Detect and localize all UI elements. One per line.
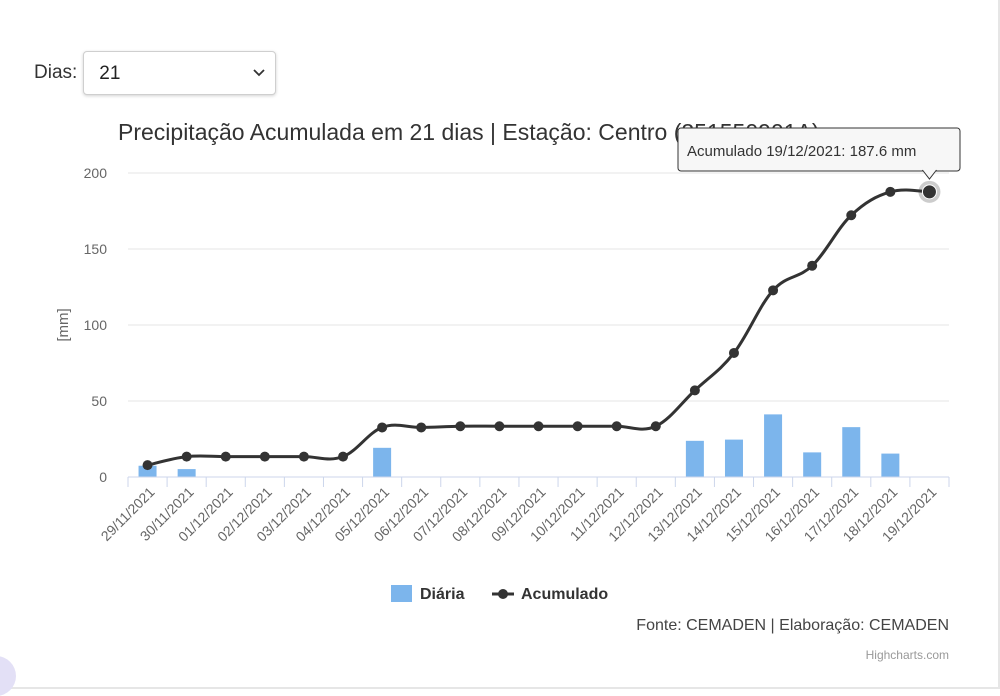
point-acumulado[interactable] <box>338 451 349 462</box>
days-select[interactable]: 21 <box>83 51 277 95</box>
chevron-down-icon <box>253 69 265 77</box>
point-acumulado[interactable] <box>181 451 192 462</box>
y-axis-label: [mm] <box>55 308 72 341</box>
legend-symbol-marker-acumulado <box>498 589 508 599</box>
days-label: Dias: <box>34 62 78 83</box>
point-acumulado[interactable] <box>533 421 544 432</box>
point-acumulado[interactable] <box>298 451 309 462</box>
bar-diaria <box>803 452 822 477</box>
point-acumulado[interactable] <box>728 347 739 358</box>
y-tick-label: 100 <box>84 317 108 333</box>
legend-item-diaria[interactable]: Diária <box>391 585 465 603</box>
legend-item-acumulado[interactable]: Acumulado <box>492 586 608 603</box>
bar-diaria <box>373 447 392 477</box>
point-acumulado[interactable] <box>885 186 896 197</box>
point-acumulado[interactable] <box>846 210 857 221</box>
days-select-value: 21 <box>99 63 121 84</box>
point-acumulado[interactable] <box>416 422 427 433</box>
bar-diaria <box>724 439 743 477</box>
y-tick-label: 200 <box>84 165 108 181</box>
chart: Precipitação Acumulada em 21 dias | Esta… <box>55 119 961 662</box>
days-control: Dias: 21 <box>34 50 277 96</box>
bar-diaria <box>685 440 704 477</box>
bar-diaria <box>881 453 900 477</box>
point-acumulado[interactable] <box>768 285 779 296</box>
highcharts-credit[interactable]: Highcharts.com <box>866 648 949 662</box>
bar-diaria <box>842 427 861 477</box>
point-acumulado[interactable] <box>689 385 700 396</box>
y-tick-label: 50 <box>91 393 107 409</box>
point-acumulado[interactable] <box>611 421 622 432</box>
bar-diaria <box>138 465 157 477</box>
point-acumulado[interactable] <box>455 421 466 432</box>
point-acumulado[interactable] <box>921 184 937 200</box>
point-acumulado[interactable] <box>650 421 661 432</box>
tooltip-text: Acumulado 19/12/2021: 187.6 mm <box>687 143 916 160</box>
point-acumulado[interactable] <box>377 422 388 433</box>
y-tick-label: 150 <box>84 241 108 257</box>
y-tick-label: 0 <box>99 469 107 485</box>
legend-label-diaria: Diária <box>420 586 465 603</box>
point-acumulado[interactable] <box>142 460 153 471</box>
point-acumulado[interactable] <box>220 451 231 462</box>
tooltip: Acumulado 19/12/2021: 187.6 mm <box>677 127 961 180</box>
point-acumulado[interactable] <box>259 451 270 462</box>
point-acumulado[interactable] <box>494 421 505 432</box>
legend-symbol-diaria <box>391 585 412 602</box>
bar-diaria <box>177 469 196 477</box>
legend-label-acumulado: Acumulado <box>521 586 608 603</box>
point-acumulado[interactable] <box>572 421 583 432</box>
source-credit: Fonte: CEMADEN | Elaboração: CEMADEN <box>636 617 949 634</box>
point-acumulado[interactable] <box>807 260 818 271</box>
corner-decoration <box>0 656 16 696</box>
bar-diaria <box>764 414 783 477</box>
